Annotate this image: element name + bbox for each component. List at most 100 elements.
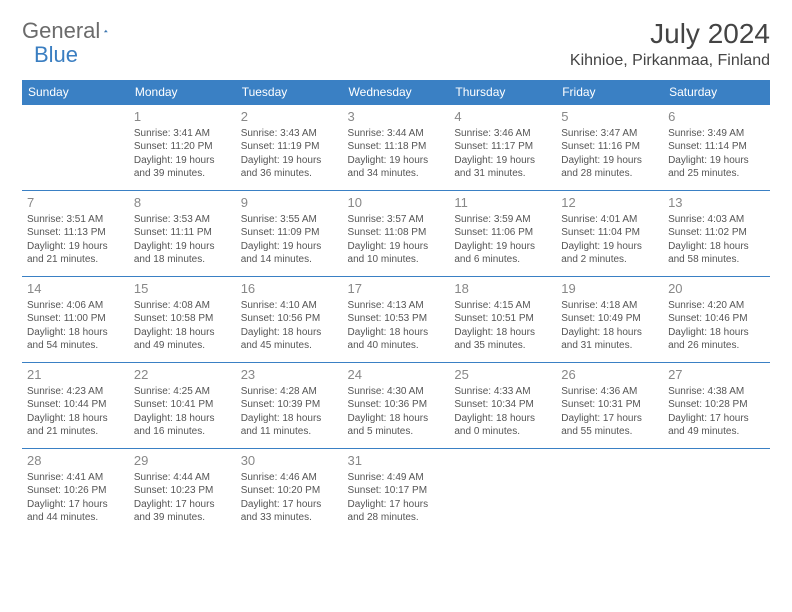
day-number: 25 [454, 366, 551, 384]
logo-text-general: General [22, 18, 100, 44]
day-info: Sunrise: 3:41 AMSunset: 11:20 PMDaylight… [134, 127, 231, 181]
day-info: Sunrise: 4:15 AMSunset: 10:51 PMDaylight… [454, 299, 551, 353]
calendar-day-cell: 3Sunrise: 3:44 AMSunset: 11:18 PMDayligh… [343, 105, 450, 191]
day-number: 16 [241, 280, 338, 298]
day-number: 6 [668, 108, 765, 126]
calendar-day-cell: 27Sunrise: 4:38 AMSunset: 10:28 PMDaylig… [663, 363, 770, 449]
calendar-day-cell: 8Sunrise: 3:53 AMSunset: 11:11 PMDayligh… [129, 191, 236, 277]
day-info: Sunrise: 3:49 AMSunset: 11:14 PMDaylight… [668, 127, 765, 181]
day-number: 9 [241, 194, 338, 212]
calendar-day-cell: 20Sunrise: 4:20 AMSunset: 10:46 PMDaylig… [663, 277, 770, 363]
day-info: Sunrise: 3:51 AMSunset: 11:13 PMDaylight… [27, 213, 124, 267]
day-info: Sunrise: 4:44 AMSunset: 10:23 PMDaylight… [134, 471, 231, 525]
day-info: Sunrise: 3:57 AMSunset: 11:08 PMDaylight… [348, 213, 445, 267]
calendar-day-cell: 1Sunrise: 3:41 AMSunset: 11:20 PMDayligh… [129, 105, 236, 191]
calendar-day-cell: 7Sunrise: 3:51 AMSunset: 11:13 PMDayligh… [22, 191, 129, 277]
logo-triangle-icon [104, 22, 108, 40]
day-number: 2 [241, 108, 338, 126]
calendar-week-row: 14Sunrise: 4:06 AMSunset: 11:00 PMDaylig… [22, 277, 770, 363]
calendar-day-cell: 26Sunrise: 4:36 AMSunset: 10:31 PMDaylig… [556, 363, 663, 449]
day-info: Sunrise: 4:38 AMSunset: 10:28 PMDaylight… [668, 385, 765, 439]
calendar-day-cell [22, 105, 129, 191]
day-number: 12 [561, 194, 658, 212]
calendar-day-cell: 16Sunrise: 4:10 AMSunset: 10:56 PMDaylig… [236, 277, 343, 363]
calendar-day-cell: 30Sunrise: 4:46 AMSunset: 10:20 PMDaylig… [236, 449, 343, 535]
calendar-day-cell: 15Sunrise: 4:08 AMSunset: 10:58 PMDaylig… [129, 277, 236, 363]
calendar-day-cell: 28Sunrise: 4:41 AMSunset: 10:26 PMDaylig… [22, 449, 129, 535]
day-number: 4 [454, 108, 551, 126]
day-info: Sunrise: 4:46 AMSunset: 10:20 PMDaylight… [241, 471, 338, 525]
calendar-day-cell: 12Sunrise: 4:01 AMSunset: 11:04 PMDaylig… [556, 191, 663, 277]
day-number: 24 [348, 366, 445, 384]
location: Kihnioe, Pirkanmaa, Finland [570, 52, 770, 70]
calendar-day-cell: 25Sunrise: 4:33 AMSunset: 10:34 PMDaylig… [449, 363, 556, 449]
day-info: Sunrise: 4:49 AMSunset: 10:17 PMDaylight… [348, 471, 445, 525]
day-number: 5 [561, 108, 658, 126]
day-info: Sunrise: 4:10 AMSunset: 10:56 PMDaylight… [241, 299, 338, 353]
day-info: Sunrise: 4:13 AMSunset: 10:53 PMDaylight… [348, 299, 445, 353]
day-number: 22 [134, 366, 231, 384]
header: General July 2024 Kihnioe, Pirkanmaa, Fi… [22, 18, 770, 70]
calendar-week-row: 21Sunrise: 4:23 AMSunset: 10:44 PMDaylig… [22, 363, 770, 449]
weekday-header: Saturday [663, 80, 770, 105]
day-info: Sunrise: 4:06 AMSunset: 11:00 PMDaylight… [27, 299, 124, 353]
day-number: 30 [241, 452, 338, 470]
calendar-day-cell: 24Sunrise: 4:30 AMSunset: 10:36 PMDaylig… [343, 363, 450, 449]
day-info: Sunrise: 3:43 AMSunset: 11:19 PMDaylight… [241, 127, 338, 181]
weekday-header: Thursday [449, 80, 556, 105]
weekday-header: Monday [129, 80, 236, 105]
calendar-day-cell: 18Sunrise: 4:15 AMSunset: 10:51 PMDaylig… [449, 277, 556, 363]
logo: General [22, 18, 128, 44]
day-number: 11 [454, 194, 551, 212]
calendar-day-cell: 4Sunrise: 3:46 AMSunset: 11:17 PMDayligh… [449, 105, 556, 191]
day-number: 14 [27, 280, 124, 298]
calendar-day-cell: 5Sunrise: 3:47 AMSunset: 11:16 PMDayligh… [556, 105, 663, 191]
day-number: 10 [348, 194, 445, 212]
calendar-day-cell: 31Sunrise: 4:49 AMSunset: 10:17 PMDaylig… [343, 449, 450, 535]
calendar-table: Sunday Monday Tuesday Wednesday Thursday… [22, 80, 770, 535]
day-info: Sunrise: 4:20 AMSunset: 10:46 PMDaylight… [668, 299, 765, 353]
day-number: 27 [668, 366, 765, 384]
day-number: 13 [668, 194, 765, 212]
day-number: 3 [348, 108, 445, 126]
calendar-day-cell [556, 449, 663, 535]
calendar-day-cell: 9Sunrise: 3:55 AMSunset: 11:09 PMDayligh… [236, 191, 343, 277]
calendar-day-cell: 13Sunrise: 4:03 AMSunset: 11:02 PMDaylig… [663, 191, 770, 277]
day-info: Sunrise: 4:08 AMSunset: 10:58 PMDaylight… [134, 299, 231, 353]
day-info: Sunrise: 3:44 AMSunset: 11:18 PMDaylight… [348, 127, 445, 181]
day-number: 18 [454, 280, 551, 298]
day-info: Sunrise: 4:28 AMSunset: 10:39 PMDaylight… [241, 385, 338, 439]
day-info: Sunrise: 4:25 AMSunset: 10:41 PMDaylight… [134, 385, 231, 439]
calendar-day-cell: 22Sunrise: 4:25 AMSunset: 10:41 PMDaylig… [129, 363, 236, 449]
calendar-day-cell: 19Sunrise: 4:18 AMSunset: 10:49 PMDaylig… [556, 277, 663, 363]
day-info: Sunrise: 3:55 AMSunset: 11:09 PMDaylight… [241, 213, 338, 267]
calendar-day-cell: 23Sunrise: 4:28 AMSunset: 10:39 PMDaylig… [236, 363, 343, 449]
logo-text-blue: Blue [34, 42, 78, 67]
day-info: Sunrise: 4:41 AMSunset: 10:26 PMDaylight… [27, 471, 124, 525]
day-info: Sunrise: 3:47 AMSunset: 11:16 PMDaylight… [561, 127, 658, 181]
calendar-week-row: 1Sunrise: 3:41 AMSunset: 11:20 PMDayligh… [22, 105, 770, 191]
day-number: 15 [134, 280, 231, 298]
title-block: July 2024 Kihnioe, Pirkanmaa, Finland [570, 18, 770, 70]
day-info: Sunrise: 4:23 AMSunset: 10:44 PMDaylight… [27, 385, 124, 439]
weekday-header-row: Sunday Monday Tuesday Wednesday Thursday… [22, 80, 770, 105]
day-info: Sunrise: 4:36 AMSunset: 10:31 PMDaylight… [561, 385, 658, 439]
calendar-day-cell: 11Sunrise: 3:59 AMSunset: 11:06 PMDaylig… [449, 191, 556, 277]
calendar-day-cell [449, 449, 556, 535]
day-info: Sunrise: 3:59 AMSunset: 11:06 PMDaylight… [454, 213, 551, 267]
day-number: 23 [241, 366, 338, 384]
day-info: Sunrise: 3:53 AMSunset: 11:11 PMDaylight… [134, 213, 231, 267]
day-number: 8 [134, 194, 231, 212]
day-number: 19 [561, 280, 658, 298]
day-number: 21 [27, 366, 124, 384]
calendar-week-row: 7Sunrise: 3:51 AMSunset: 11:13 PMDayligh… [22, 191, 770, 277]
weekday-header: Friday [556, 80, 663, 105]
day-info: Sunrise: 3:46 AMSunset: 11:17 PMDaylight… [454, 127, 551, 181]
calendar-day-cell: 17Sunrise: 4:13 AMSunset: 10:53 PMDaylig… [343, 277, 450, 363]
logo-text-blue-wrap: Blue [34, 42, 78, 68]
day-info: Sunrise: 4:18 AMSunset: 10:49 PMDaylight… [561, 299, 658, 353]
day-number: 26 [561, 366, 658, 384]
day-info: Sunrise: 4:03 AMSunset: 11:02 PMDaylight… [668, 213, 765, 267]
weekday-header: Wednesday [343, 80, 450, 105]
calendar-day-cell [663, 449, 770, 535]
